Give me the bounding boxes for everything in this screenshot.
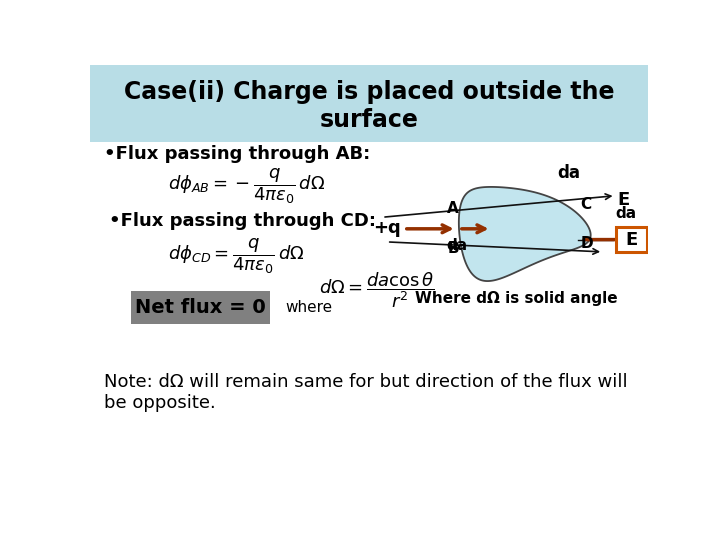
Text: Net flux = 0: Net flux = 0 <box>135 298 266 317</box>
FancyBboxPatch shape <box>616 227 647 252</box>
Text: D: D <box>580 236 593 251</box>
Text: $d\phi_{CD} = \dfrac{q}{4\pi\varepsilon_0}\,d\Omega$: $d\phi_{CD} = \dfrac{q}{4\pi\varepsilon_… <box>168 236 304 275</box>
Text: B: B <box>447 241 459 255</box>
Text: Where dΩ is solid angle: Where dΩ is solid angle <box>415 292 618 307</box>
Text: A: A <box>447 201 459 217</box>
Text: E: E <box>626 231 638 248</box>
Text: da: da <box>557 164 580 182</box>
Text: +q: +q <box>373 219 400 237</box>
Text: Note: dΩ will remain same for but direction of the flux will
be opposite.: Note: dΩ will remain same for but direct… <box>104 373 628 411</box>
FancyBboxPatch shape <box>131 291 270 323</box>
Text: Case(ii) Charge is placed outside the: Case(ii) Charge is placed outside the <box>124 80 614 104</box>
FancyBboxPatch shape <box>90 65 648 142</box>
Text: •Flux passing through AB:: •Flux passing through AB: <box>104 145 370 163</box>
Polygon shape <box>459 187 590 281</box>
Text: da: da <box>446 238 467 253</box>
Text: where: where <box>285 300 333 315</box>
Text: surface: surface <box>320 108 418 132</box>
Text: •Flux passing through CD:: •Flux passing through CD: <box>109 213 377 231</box>
Text: E: E <box>617 191 629 209</box>
Text: $d\phi_{AB} = -\dfrac{q}{4\pi\varepsilon_0}\,d\Omega$: $d\phi_{AB} = -\dfrac{q}{4\pi\varepsilon… <box>168 167 325 206</box>
Text: $d\Omega = \dfrac{da\cos\theta}{r^2}$: $d\Omega = \dfrac{da\cos\theta}{r^2}$ <box>319 271 435 310</box>
Text: da: da <box>616 206 636 221</box>
Text: C: C <box>580 197 592 212</box>
